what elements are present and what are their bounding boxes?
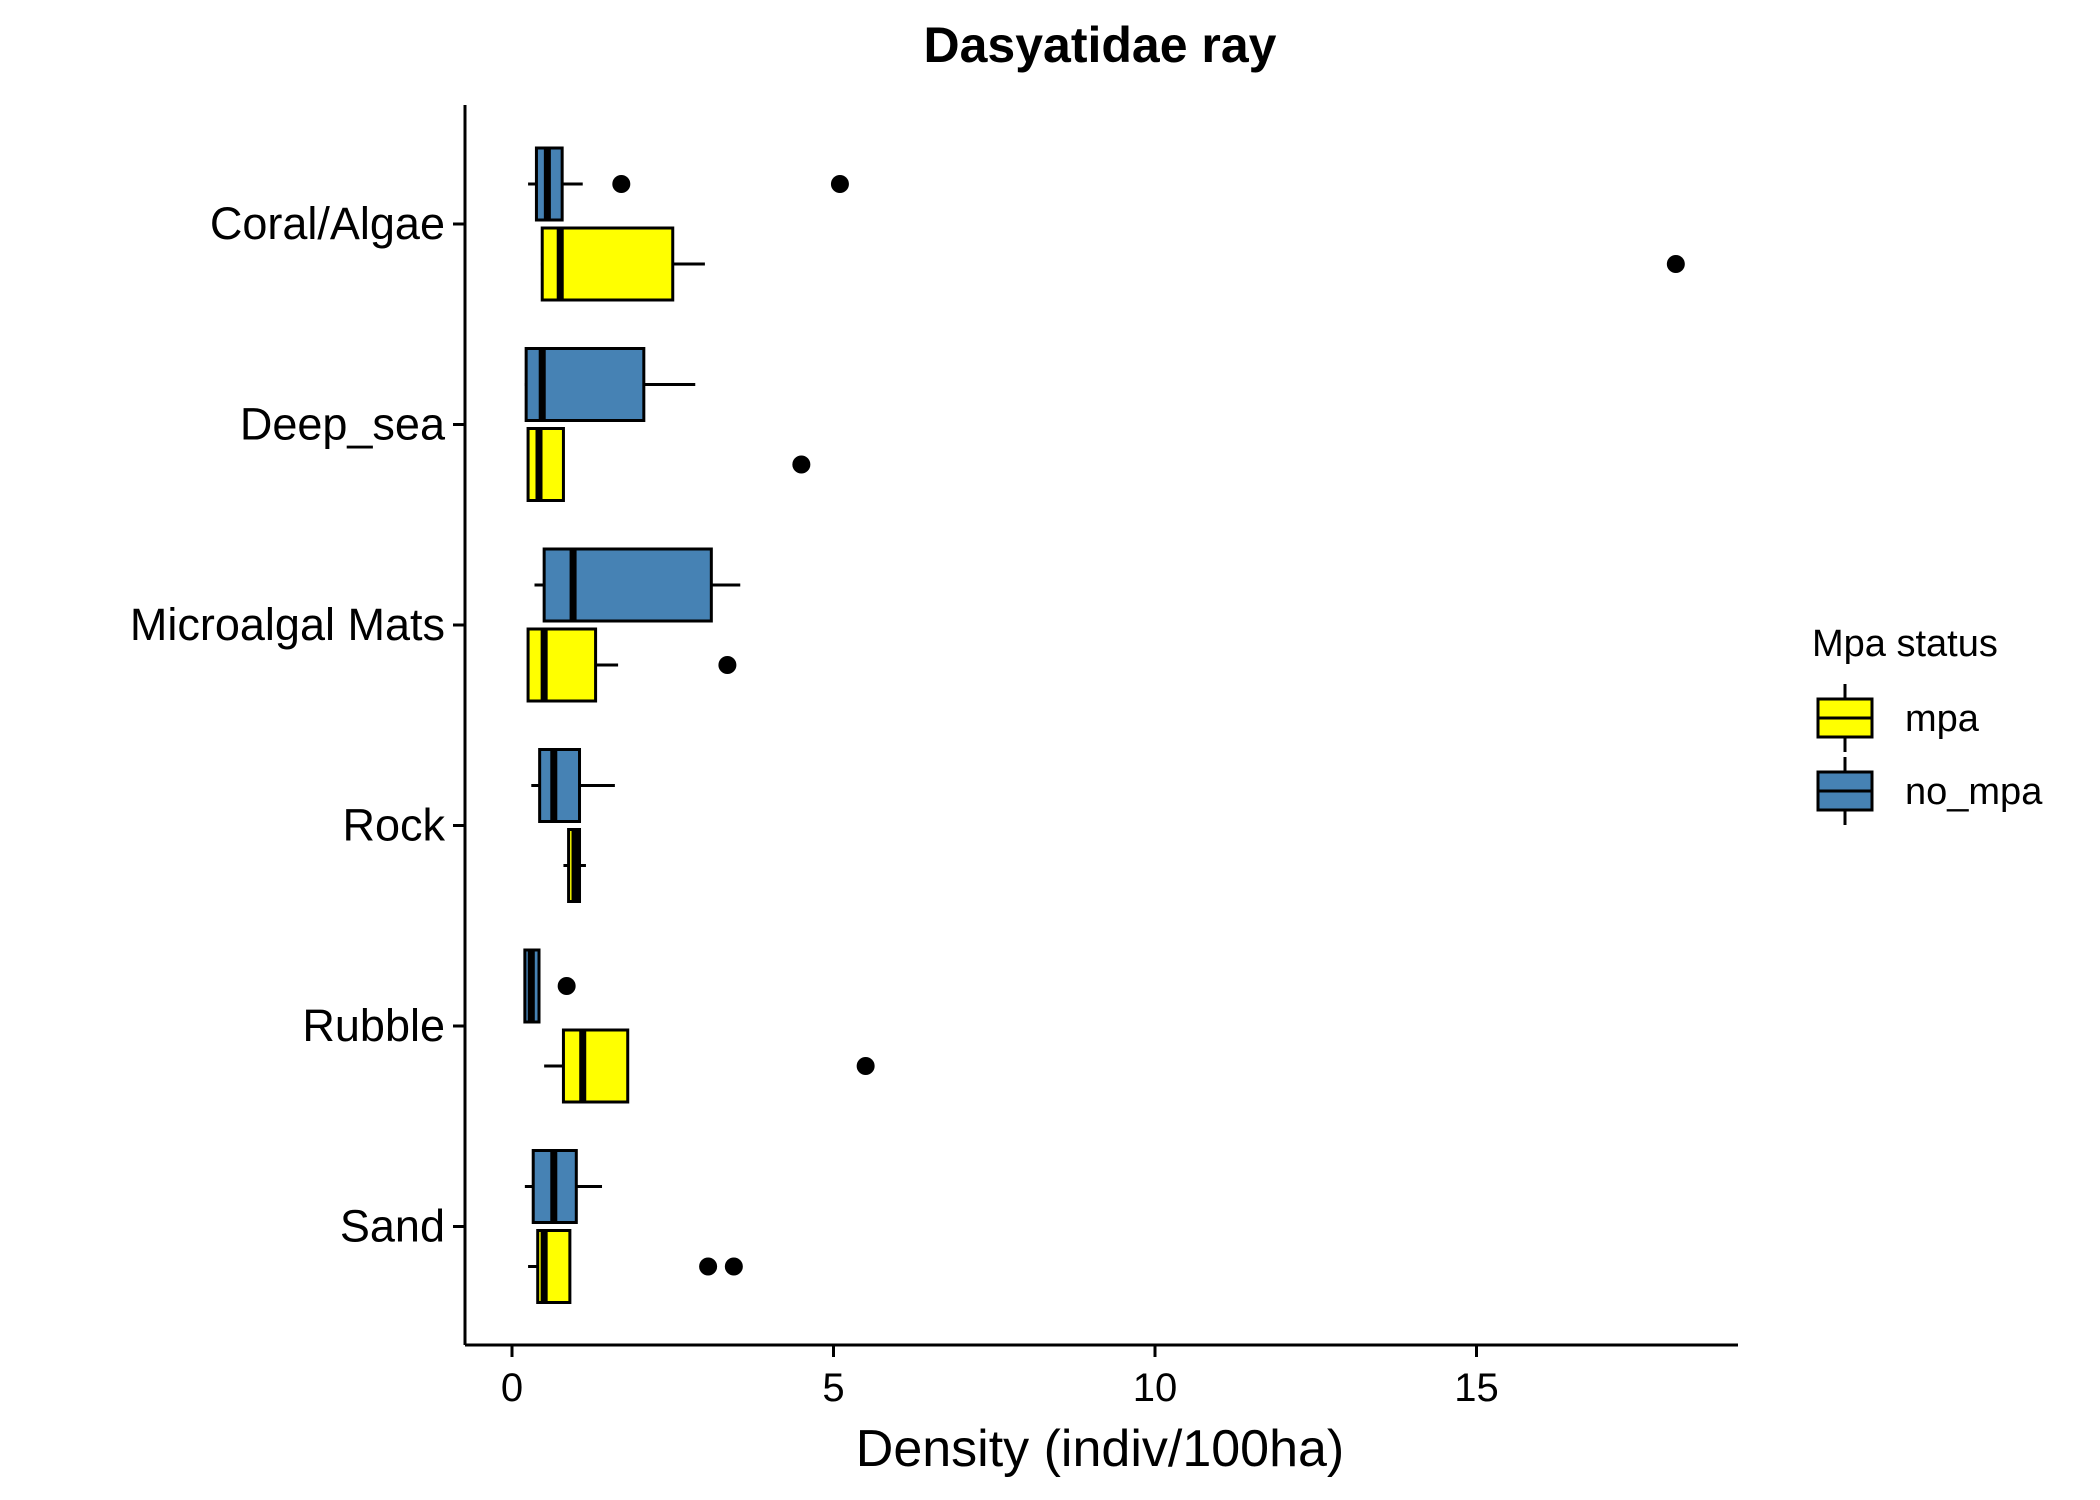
box-iqr <box>524 347 646 422</box>
x-tick-label: 10 <box>1133 1366 1178 1410</box>
outlier-point <box>856 1057 875 1075</box>
x-axis-title: Density (indiv/100ha) <box>856 1420 1344 1478</box>
y-tick-label: Coral/Algae <box>210 198 445 249</box>
box-iqr <box>526 627 598 703</box>
y-tick-label: Rubble <box>302 1000 445 1051</box>
box-mpa-coral-algae <box>540 226 1685 302</box>
legend-entry-no_mpa: no_mpa <box>1816 757 2043 825</box>
y-tick-label: Deep_sea <box>240 399 446 450</box>
x-tick-label: 15 <box>1454 1366 1499 1410</box>
x-tick-label: 5 <box>822 1366 844 1410</box>
box-mpa-sand <box>528 1229 743 1304</box>
outlier-point <box>830 175 849 193</box>
outlier-point <box>724 1257 743 1276</box>
box-no_mpa-coral-algae <box>528 146 849 222</box>
box-mpa-rubble <box>544 1028 875 1104</box>
chart-title: Dasyatidae ray <box>923 17 1276 73</box>
box-no_mpa-deep-sea <box>524 347 696 422</box>
y-tick-label: Sand <box>340 1201 445 1252</box>
box-iqr <box>561 1028 630 1104</box>
legend-label: no_mpa <box>1905 771 2043 813</box>
legend: Mpa status mpa no_mpa <box>1812 623 2043 825</box>
outlier-point <box>1666 255 1685 273</box>
outlier-point <box>718 656 737 674</box>
outlier-point <box>557 977 576 995</box>
box-mpa-deep-sea <box>526 427 811 502</box>
box-iqr <box>542 547 713 623</box>
legend-title: Mpa status <box>1812 623 1998 665</box>
box-mpa-microalgal-mats <box>526 627 737 703</box>
box-no_mpa-rubble <box>523 948 576 1024</box>
box-iqr <box>526 427 565 502</box>
outlier-point <box>792 455 811 474</box>
x-tick-label: 0 <box>501 1366 523 1410</box>
box-iqr <box>538 748 582 823</box>
box-no_mpa-sand <box>524 1149 603 1224</box>
box-iqr <box>540 226 675 302</box>
outlier-point <box>612 175 631 193</box>
box-mpa-rock <box>563 828 586 903</box>
box-no_mpa-microalgal-mats <box>534 547 741 623</box>
legend-entry-mpa: mpa <box>1816 684 1980 752</box>
outlier-point <box>699 1257 718 1276</box>
y-tick-label: Microalgal Mats <box>130 599 445 650</box>
box-no_mpa-rock <box>531 748 615 823</box>
legend-label: mpa <box>1905 698 1980 740</box>
y-tick-label: Rock <box>342 800 445 851</box>
plot-area: 0 5 10 15 Coral/Algae Deep_sea Microalgal Mats… <box>130 105 1738 1410</box>
